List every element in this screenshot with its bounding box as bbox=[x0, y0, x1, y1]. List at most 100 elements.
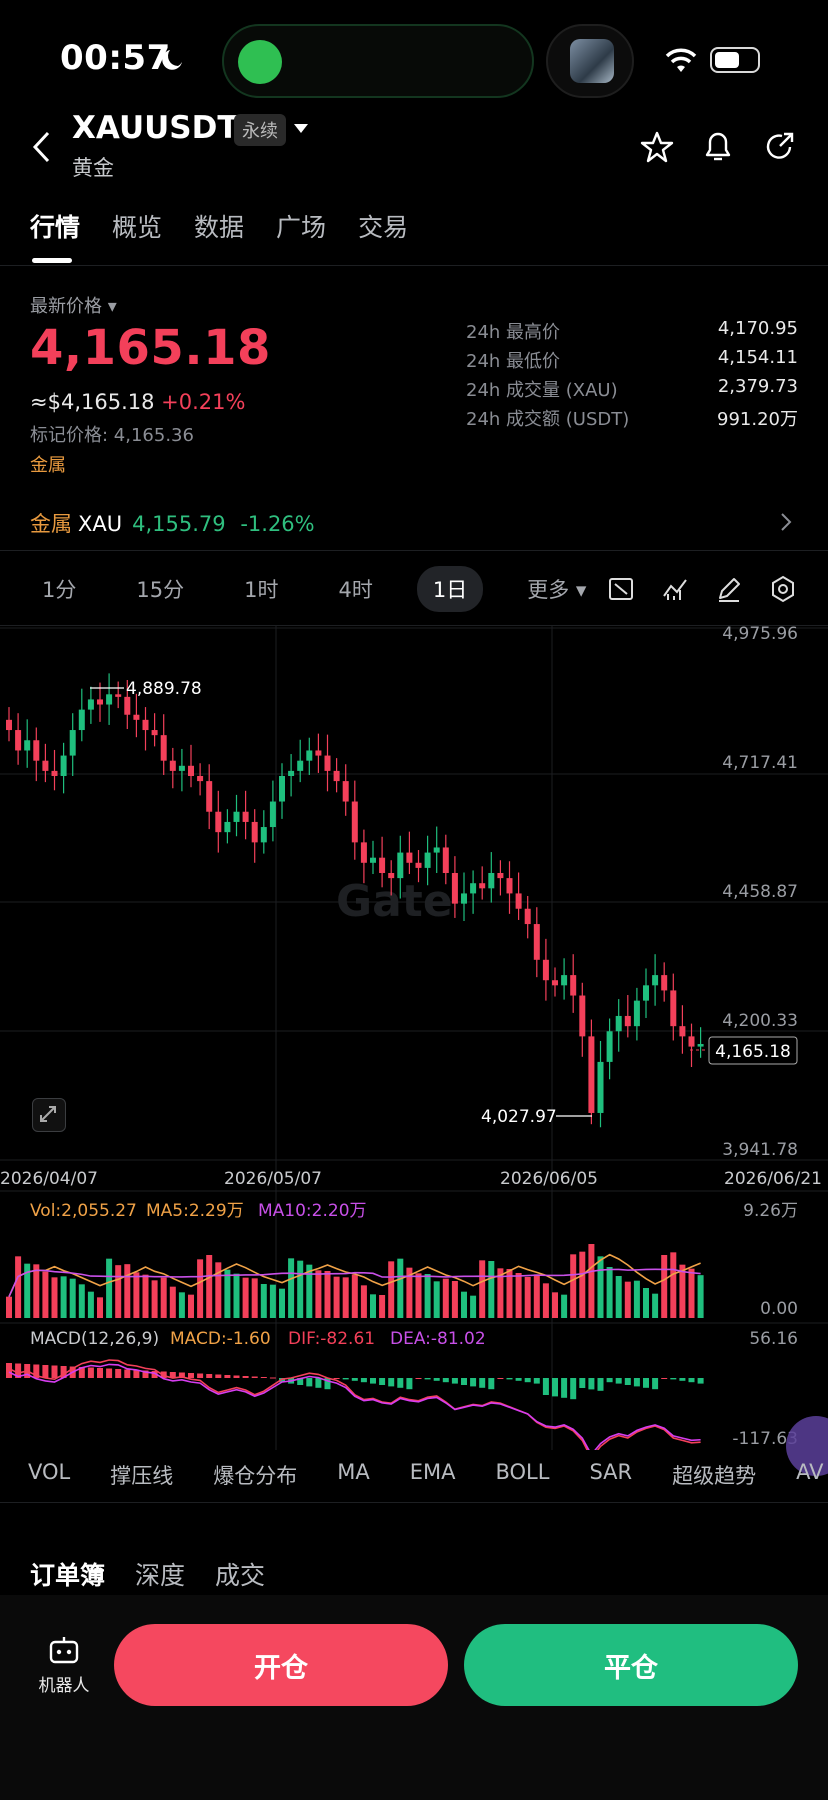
chevron-right-icon[interactable] bbox=[780, 512, 792, 532]
indicator-ema[interactable]: EMA bbox=[409, 1460, 456, 1484]
macd-bar bbox=[242, 1376, 249, 1378]
candle bbox=[251, 821, 258, 843]
tab-data[interactable]: 数据 bbox=[194, 213, 245, 242]
share-icon[interactable] bbox=[762, 130, 796, 164]
volume-bar bbox=[488, 1261, 495, 1318]
candle bbox=[488, 873, 495, 889]
candle bbox=[215, 811, 222, 833]
interval-4h[interactable]: 4时 bbox=[338, 578, 373, 602]
volume-bar bbox=[6, 1296, 12, 1318]
chevron-down-icon[interactable] bbox=[294, 124, 308, 134]
candle bbox=[370, 857, 376, 863]
indicator-ma[interactable]: MA bbox=[337, 1460, 370, 1484]
candle bbox=[451, 873, 458, 904]
interval-1d[interactable]: 1日 bbox=[416, 566, 484, 612]
candle bbox=[424, 852, 431, 868]
volume-bar bbox=[160, 1277, 167, 1318]
candle bbox=[333, 770, 340, 782]
volume-bar bbox=[315, 1270, 322, 1318]
macd-bar bbox=[97, 1368, 103, 1378]
mark-price: 标记价格: 4,165.36 bbox=[30, 425, 194, 446]
tab-underline bbox=[32, 258, 72, 263]
indicator-support-resistance[interactable]: 撑压线 bbox=[110, 1464, 174, 1488]
category-tag[interactable]: 金属 bbox=[30, 455, 66, 476]
interval-15m[interactable]: 15分 bbox=[136, 578, 185, 602]
macd-bar bbox=[197, 1373, 204, 1378]
indicator-sar[interactable]: SAR bbox=[589, 1460, 633, 1484]
volume-bar bbox=[360, 1285, 367, 1318]
macd-bar bbox=[688, 1378, 695, 1383]
macd-bar bbox=[643, 1378, 649, 1388]
macd-bar bbox=[42, 1365, 49, 1378]
candle bbox=[297, 760, 304, 771]
draw-icon[interactable] bbox=[714, 574, 744, 604]
tab-square[interactable]: 广场 bbox=[276, 213, 327, 242]
macd-bar bbox=[588, 1378, 595, 1390]
interval-1m[interactable]: 1分 bbox=[42, 578, 77, 602]
indicator-bar: VOL 撑压线 爆仓分布 MA EMA BOLL SAR 超级趋势 AV bbox=[28, 1460, 824, 1490]
settings-icon[interactable] bbox=[768, 574, 798, 604]
candle bbox=[479, 883, 486, 889]
assistant-float-button[interactable] bbox=[786, 1416, 828, 1476]
tab-orderbook[interactable]: 订单簿 bbox=[30, 1561, 106, 1590]
star-icon[interactable] bbox=[640, 130, 674, 164]
bell-icon[interactable] bbox=[702, 128, 734, 164]
volume-bar bbox=[178, 1292, 185, 1318]
interval-more[interactable]: 更多 ▾ bbox=[527, 578, 587, 602]
candle bbox=[697, 1044, 704, 1047]
kline-chart[interactable]: Gate 4,975.96 4,717.41 4,458.87 4,200.33… bbox=[0, 626, 828, 1450]
candle bbox=[42, 760, 49, 771]
interval-1h[interactable]: 1时 bbox=[244, 578, 279, 602]
symbol-title[interactable]: XAUUSDT bbox=[72, 110, 239, 146]
volume-bar bbox=[542, 1283, 549, 1318]
fullscreen-icon[interactable] bbox=[606, 574, 636, 604]
back-icon[interactable] bbox=[30, 130, 52, 164]
candle bbox=[579, 995, 586, 1037]
indicator-icon[interactable] bbox=[660, 574, 690, 604]
candle bbox=[51, 770, 58, 776]
volume-bar bbox=[51, 1277, 58, 1318]
indicator-av[interactable]: AV bbox=[796, 1460, 824, 1484]
macd-bar bbox=[506, 1378, 513, 1380]
close-position-button[interactable]: 平仓 bbox=[464, 1624, 798, 1706]
ma5-legend: MA5:2.29万 bbox=[146, 1201, 244, 1221]
macd-bar bbox=[297, 1378, 304, 1385]
tab-overview[interactable]: 概览 bbox=[112, 213, 163, 242]
tab-depth[interactable]: 深度 bbox=[135, 1561, 186, 1590]
candle bbox=[151, 730, 158, 736]
volume-bar bbox=[24, 1263, 31, 1318]
indicator-liquidation[interactable]: 爆仓分布 bbox=[213, 1464, 298, 1488]
dynamic-island[interactable] bbox=[222, 24, 534, 98]
macd-bar bbox=[224, 1375, 231, 1378]
volume-bar bbox=[87, 1291, 94, 1318]
volume-bar bbox=[697, 1275, 704, 1318]
volume-bar bbox=[269, 1284, 276, 1318]
volume-bar bbox=[106, 1258, 113, 1318]
volume-bar bbox=[688, 1268, 695, 1318]
macd-legend-name: MACD(12,26,9) bbox=[30, 1329, 159, 1349]
tab-market[interactable]: 行情 bbox=[30, 213, 81, 242]
macd-bar bbox=[251, 1376, 258, 1378]
candle bbox=[288, 770, 295, 776]
tab-trades[interactable]: 成交 bbox=[215, 1561, 266, 1590]
related-market-row[interactable]: 金属 XAU 4,155.79 -1.26% bbox=[30, 508, 315, 538]
indicator-vol[interactable]: VOL bbox=[28, 1460, 71, 1484]
last-price-label[interactable]: 最新价格 ▾ bbox=[30, 296, 117, 317]
vol-axis-min: 0.00 bbox=[760, 1299, 798, 1319]
stat-volume: 24h 成交量 (XAU) 2,379.73 bbox=[466, 376, 798, 401]
indicator-supertrend[interactable]: 超级趋势 bbox=[672, 1464, 757, 1488]
robot-label: 机器人 bbox=[38, 1676, 90, 1696]
open-position-button[interactable]: 开仓 bbox=[114, 1624, 448, 1706]
stat-low: 24h 最低价 4,154.11 bbox=[466, 347, 798, 372]
volume-bar bbox=[470, 1295, 477, 1318]
approx-price: ≈$4,165.18 +0.21% bbox=[30, 390, 245, 414]
media-island[interactable] bbox=[546, 24, 634, 98]
expand-chart-button[interactable] bbox=[32, 1098, 66, 1132]
indicator-boll[interactable]: BOLL bbox=[495, 1460, 550, 1484]
volume-bar bbox=[679, 1264, 686, 1318]
tab-trade[interactable]: 交易 bbox=[358, 213, 409, 242]
interval-bar: 1分 15分 1时 4时 1日 更多 ▾ bbox=[26, 566, 602, 612]
volume-bar bbox=[406, 1267, 413, 1318]
robot-button[interactable]: 机器人 bbox=[36, 1634, 92, 1696]
dif-line bbox=[8, 1359, 701, 1450]
